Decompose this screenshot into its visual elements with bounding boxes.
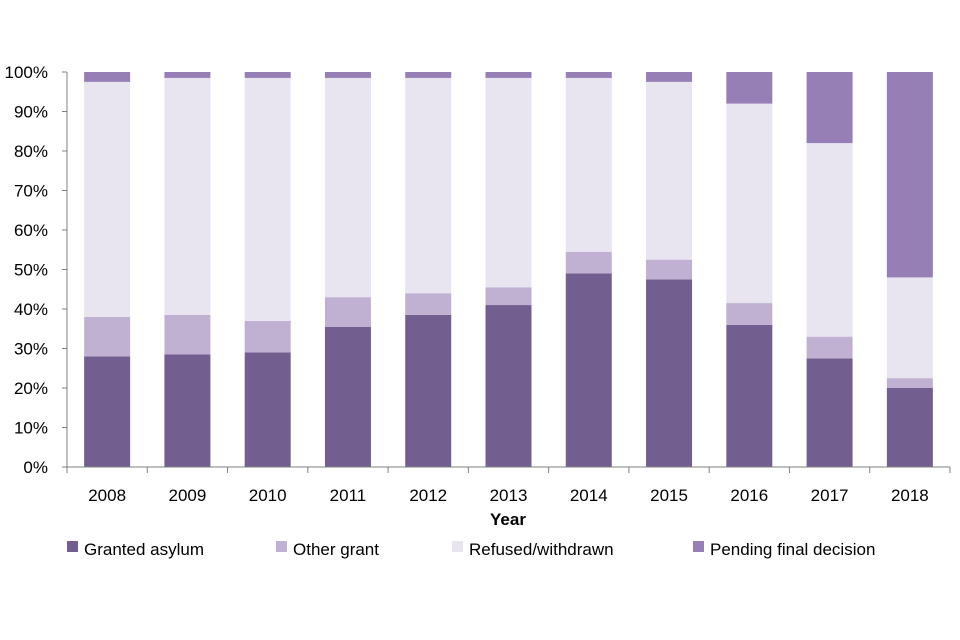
x-tick-label: 2018 — [891, 486, 929, 505]
bar-segment — [485, 305, 532, 467]
x-tick-label: 2012 — [409, 486, 447, 505]
bar-segment — [84, 72, 131, 82]
y-tick-label: 80% — [14, 142, 48, 161]
bar-segment — [726, 72, 773, 104]
bar-segment — [806, 358, 853, 467]
y-tick-label: 10% — [14, 419, 48, 438]
bar-segment — [646, 81, 693, 260]
bars — [84, 72, 933, 467]
bar-segment — [726, 103, 773, 304]
bar-segment — [324, 326, 371, 467]
y-tick-label: 40% — [14, 300, 48, 319]
y-tick-label: 50% — [14, 261, 48, 280]
x-tick-label: 2011 — [330, 486, 367, 505]
bar-segment — [806, 336, 853, 359]
bar-segment — [485, 287, 532, 306]
bar-segment — [565, 72, 612, 78]
x-tick-label: 2014 — [570, 486, 608, 505]
bar-segment — [244, 352, 291, 467]
x-tick-label: 2016 — [730, 486, 768, 505]
bar-segment — [886, 277, 933, 379]
legend-swatch — [693, 541, 704, 552]
bar-segment — [84, 356, 131, 467]
x-tick-label: 2010 — [249, 486, 287, 505]
y-axis-ticks: 0% 10% 20% 30% 40% 50% 60% 70% 80% 90% 100% — [5, 63, 67, 477]
bar-segment — [324, 297, 371, 327]
bar-segment — [886, 72, 933, 278]
legend-swatch — [67, 541, 78, 552]
bar-segment — [244, 72, 291, 78]
y-tick-label: 90% — [14, 103, 48, 122]
bar-segment — [565, 273, 612, 467]
legend-label: Granted asylum — [84, 540, 204, 559]
bar-segment — [726, 303, 773, 325]
bar-segment — [806, 143, 853, 337]
x-tick-label: 2008 — [88, 486, 126, 505]
bar-segment — [324, 72, 371, 78]
legend-label: Other grant — [293, 540, 379, 559]
bar-segment — [646, 259, 693, 280]
bar-segment — [726, 324, 773, 467]
y-tick-label: 20% — [14, 379, 48, 398]
y-tick-label: 30% — [14, 340, 48, 359]
bar-segment — [164, 77, 211, 315]
bar-segment — [565, 251, 612, 274]
legend: Granted asylum Other grant Refused/withdra… — [67, 540, 875, 559]
bar-segment — [565, 77, 612, 252]
bar-segment — [405, 293, 452, 315]
legend-swatch — [452, 541, 463, 552]
bar-segment — [164, 354, 211, 467]
bar-segment — [164, 314, 211, 355]
bar-segment — [244, 320, 291, 353]
legend-label: Refused/withdrawn — [469, 540, 614, 559]
bar-segment — [886, 378, 933, 388]
bar-segment — [324, 77, 371, 298]
legend-swatch — [276, 541, 287, 552]
bar-segment — [886, 388, 933, 467]
bar-segment — [405, 72, 452, 78]
legend-label: Pending final decision — [710, 540, 875, 559]
x-tick-label: 2013 — [490, 486, 528, 505]
x-axis-title: Year — [490, 510, 526, 529]
x-tick-label: 2015 — [650, 486, 688, 505]
y-tick-label: 70% — [14, 182, 48, 201]
bar-segment — [646, 279, 693, 467]
y-tick-label: 100% — [5, 63, 48, 82]
x-axis-ticks: 2008 2009 2010 2011 2012 2013 2014 2015 2016 2017… — [66, 467, 951, 505]
bar-segment — [84, 81, 131, 317]
y-tick-label: 60% — [14, 221, 48, 240]
axes — [66, 72, 950, 468]
bar-segment — [485, 72, 532, 78]
bar-segment — [405, 77, 452, 294]
bar-segment — [84, 316, 131, 357]
bar-segment — [164, 72, 211, 78]
bar-segment — [405, 314, 452, 467]
x-tick-label: 2017 — [811, 486, 849, 505]
y-tick-label: 0% — [23, 458, 48, 477]
bar-segment — [806, 72, 853, 144]
bar-segment — [485, 77, 532, 288]
bar-segment — [646, 72, 693, 82]
x-tick-label: 2009 — [168, 486, 206, 505]
bar-segment — [244, 77, 291, 321]
